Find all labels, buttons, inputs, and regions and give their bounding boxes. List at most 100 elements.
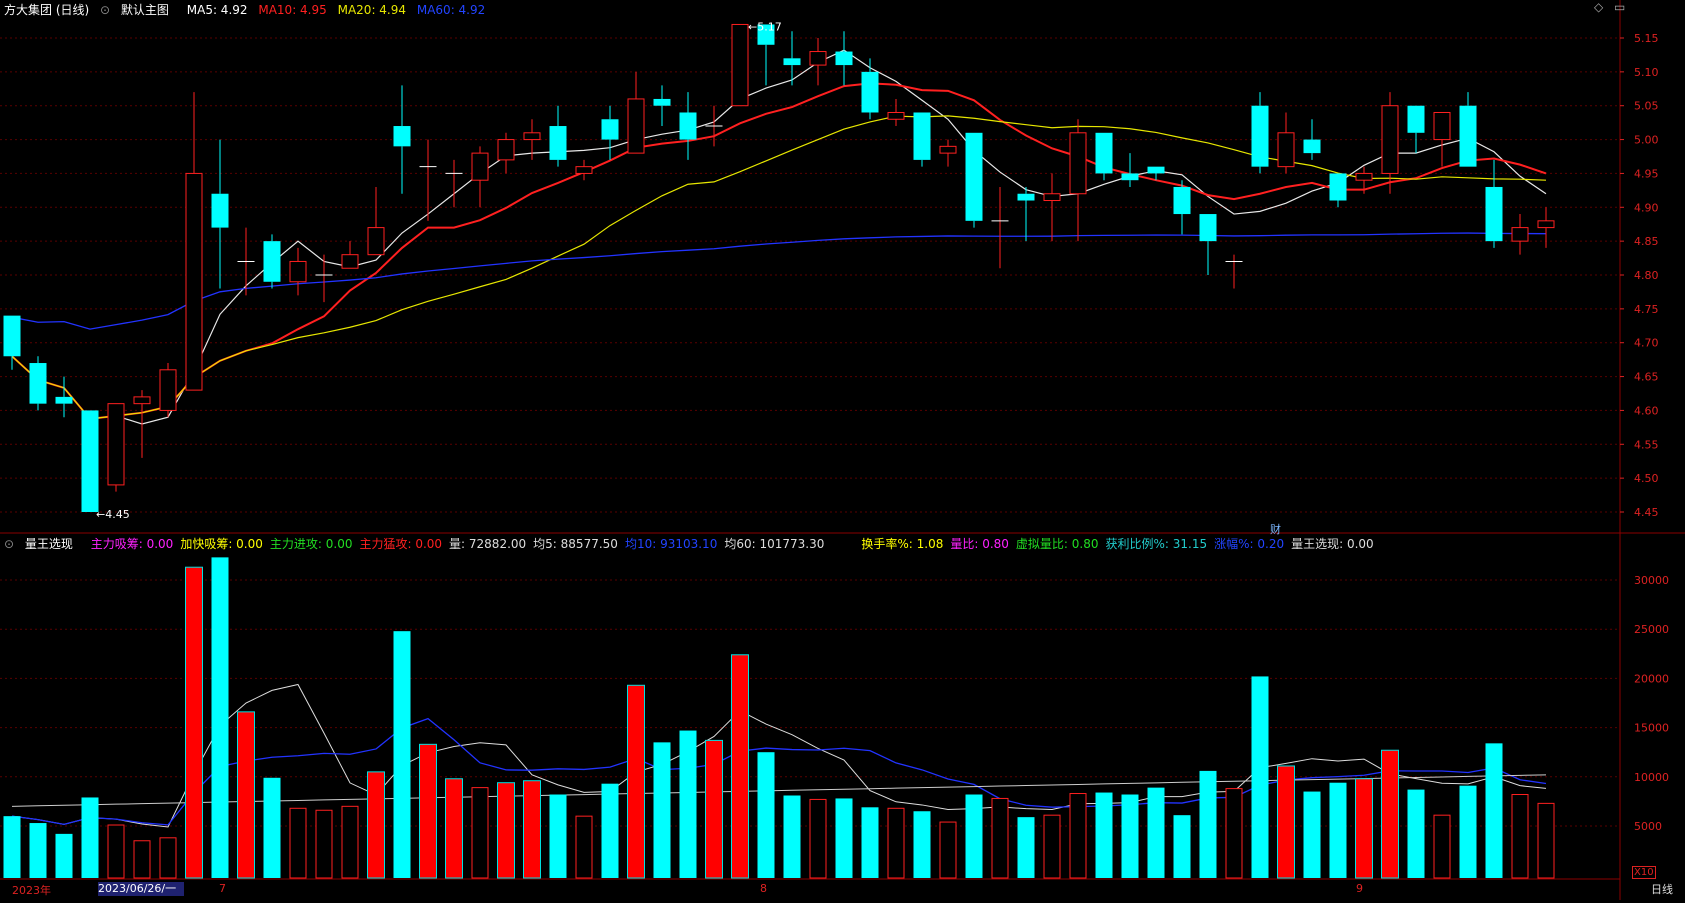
candle xyxy=(1017,186,1035,242)
volume-indicator-title: 量王选现 xyxy=(24,537,73,551)
volume-bar xyxy=(1277,765,1295,879)
volume-stat-12: 涨幅%: 0.20 xyxy=(1214,537,1285,551)
candle xyxy=(601,105,619,160)
candle xyxy=(315,254,333,303)
candle xyxy=(731,23,749,107)
candle xyxy=(705,105,723,147)
financial-marker[interactable]: 财 xyxy=(1270,523,1281,536)
candle-body-up xyxy=(887,111,905,120)
volume-stat-2: 主力进攻: 0.00 xyxy=(269,537,353,551)
price-tick-label: 4.70 xyxy=(1634,337,1659,350)
candle xyxy=(419,139,437,221)
volume-stat-5: 均5: 88577.50 xyxy=(533,537,618,551)
volume-stat-10: 虚拟量比: 0.80 xyxy=(1015,537,1099,551)
ma60-line xyxy=(11,232,1547,330)
candle xyxy=(679,92,697,160)
candle xyxy=(549,105,567,167)
volume-bar xyxy=(1043,814,1061,879)
low-annotation: ←4.45 xyxy=(96,508,130,521)
restore-icon[interactable]: ▭ xyxy=(1614,0,1626,14)
candle xyxy=(367,186,385,256)
volume-bar xyxy=(1199,770,1217,878)
candle xyxy=(939,139,957,167)
candle-body-up xyxy=(497,139,515,161)
high-annotation: ←5.17 xyxy=(748,20,782,33)
volume-bar xyxy=(1329,782,1347,878)
price-tick-label: 5.15 xyxy=(1634,32,1659,45)
volume-stat-3: 主力猛攻: 0.00 xyxy=(359,537,443,551)
volume-bar xyxy=(601,783,619,878)
volume-tick-label: 5000 xyxy=(1634,820,1662,833)
x-label-year: 2023年 xyxy=(12,884,51,897)
candle-body-up xyxy=(731,23,749,107)
candle-body-down xyxy=(1329,173,1347,201)
volume-indicator-selector[interactable]: ⊙ 量王选现 xyxy=(4,537,80,551)
candle-body-up xyxy=(523,132,541,141)
volume-bar xyxy=(289,807,307,879)
volume-stat-1: 加快吸筹: 0.00 xyxy=(180,537,263,551)
volume-bar xyxy=(237,711,255,879)
price-tick-label: 4.95 xyxy=(1634,167,1659,180)
volume-bar xyxy=(1095,792,1113,878)
volume-bar xyxy=(1069,793,1087,879)
volume-bar xyxy=(419,743,437,879)
volume-bar xyxy=(1537,802,1555,879)
candle-body-down xyxy=(1095,132,1113,174)
candle xyxy=(1407,105,1425,154)
volume-bar xyxy=(783,795,801,878)
volume-stat-7: 均60: 101773.30 xyxy=(724,537,825,551)
volume-bar xyxy=(1225,788,1243,879)
candle xyxy=(289,247,307,296)
ma10-line xyxy=(11,82,1547,420)
candle-body-down xyxy=(1173,186,1191,215)
volume-bar xyxy=(1511,794,1529,879)
candle-body-down xyxy=(393,126,411,147)
candle-body-down xyxy=(757,24,775,45)
diamond-icon[interactable]: ◇ xyxy=(1594,0,1604,14)
candle xyxy=(211,139,229,289)
x-label-month-8: 8 xyxy=(760,882,767,895)
candles: ←5.17 ←4.45 xyxy=(3,20,1555,521)
candle xyxy=(471,146,489,208)
price-tick-label: 5.05 xyxy=(1634,100,1659,113)
volume-bar xyxy=(367,771,385,879)
candle xyxy=(1147,166,1165,181)
price-tick-label: 4.60 xyxy=(1634,404,1659,417)
candle xyxy=(185,92,203,391)
candle xyxy=(575,159,593,181)
candle xyxy=(965,132,983,228)
candle xyxy=(133,390,151,458)
volume-bar xyxy=(1407,789,1425,878)
candle xyxy=(107,403,125,492)
volume-bar xyxy=(29,823,47,878)
volume-bar xyxy=(679,730,697,878)
candle-body-down xyxy=(835,51,853,66)
candle-body-up xyxy=(1277,132,1295,168)
main-chart-selector[interactable]: ⊙ 默认主图 xyxy=(100,3,176,17)
candle-body-up xyxy=(1069,132,1087,195)
price-axis: 5.15 5.10 5.05 5.00 4.95 4.90 4.85 4.80 4.75 4.70… xyxy=(1620,32,1659,519)
candle-body-up xyxy=(107,403,125,486)
price-tick-label: 5.10 xyxy=(1634,66,1659,79)
candle-body-down xyxy=(1485,186,1503,242)
period-label[interactable]: 日线 xyxy=(1651,883,1673,896)
volume-bar xyxy=(445,778,463,879)
candle-body-up xyxy=(185,172,203,391)
candle-body-down xyxy=(81,410,99,512)
candle-body-up xyxy=(1355,172,1373,181)
candle xyxy=(159,363,177,418)
candle-body-up xyxy=(159,369,177,411)
volume-bar xyxy=(1017,817,1035,878)
volume-bar xyxy=(497,782,515,879)
volume-bar xyxy=(471,787,489,879)
candle xyxy=(445,159,463,208)
ma-lines xyxy=(11,49,1547,425)
candle-body-down xyxy=(1303,139,1321,154)
ma20-label: MA20: 4.94 xyxy=(337,3,407,17)
candle-body-up xyxy=(367,227,385,256)
volume-bar xyxy=(1355,778,1373,879)
chevron-down-icon: ⊙ xyxy=(100,3,111,17)
stock-title[interactable]: 方大集团 (日线) xyxy=(4,3,90,17)
